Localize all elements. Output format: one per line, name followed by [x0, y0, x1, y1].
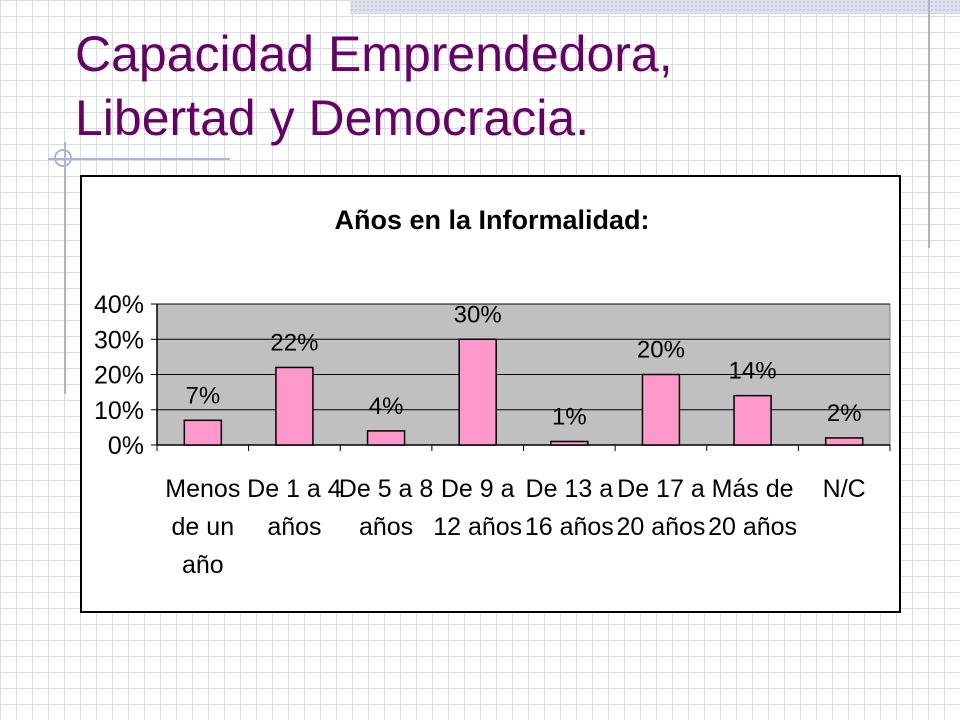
category-label: 20 años [708, 513, 797, 541]
category-label: 20 años [616, 513, 705, 541]
decorative-vertical-line [64, 142, 66, 394]
slide-title: Capacidad Emprendedora, Libertad y Democ… [75, 22, 673, 150]
category-label: años [359, 513, 413, 541]
category-label: De 9 a [441, 475, 515, 503]
category-label: año [182, 551, 224, 579]
chart-title: Años en la Informalidad: [334, 205, 649, 235]
category-label: De 13 a [526, 475, 614, 503]
category-label: N/C [823, 475, 866, 503]
top-decorative-band [350, 0, 960, 14]
y-tick-label: 30% [94, 326, 144, 354]
category-label: 12 años [433, 513, 522, 541]
bar [824, 437, 864, 446]
category-label: 16 años [525, 513, 614, 541]
y-tick-label: 10% [94, 397, 144, 425]
data-label: 22% [270, 329, 318, 356]
bar-chart: Años en la Informalidad: 0% 10% 20% 30% 40% 7%… [94, 205, 891, 579]
data-label: 2% [827, 400, 862, 427]
bar [641, 373, 681, 446]
slide-title-line-2: Libertad y Democracia. [75, 90, 590, 146]
category-label: Menos [165, 475, 240, 503]
data-label: 4% [369, 393, 404, 420]
bar [183, 419, 223, 446]
category-label: de un [172, 513, 235, 541]
right-decorative-line [928, 0, 930, 248]
category-label: años [267, 513, 321, 541]
chart-container: Años en la Informalidad: 0% 10% 20% 30% 40% 7%… [80, 175, 901, 613]
bar [550, 440, 589, 446]
slide-title-line-1: Capacidad Emprendedora, [75, 26, 673, 82]
category-label: De 5 a 8 [339, 475, 434, 503]
y-tick-label: 20% [94, 362, 144, 390]
data-label: 14% [729, 358, 777, 385]
data-label: 20% [637, 337, 685, 364]
decorative-horizontal-line [48, 158, 230, 160]
data-label: 7% [185, 382, 220, 409]
y-tick-label: 0% [108, 432, 144, 460]
bar [275, 366, 314, 446]
data-label: 30% [454, 301, 502, 328]
category-label: De 1 a 4 [247, 475, 342, 503]
bar [733, 394, 772, 446]
decorative-circle-icon [54, 149, 72, 167]
bar [458, 338, 497, 446]
data-label: 1% [552, 403, 587, 430]
y-tick-label: 40% [94, 291, 144, 319]
bar [366, 430, 406, 446]
category-label: De 17 a [617, 475, 705, 503]
category-label: Más de [712, 475, 794, 503]
